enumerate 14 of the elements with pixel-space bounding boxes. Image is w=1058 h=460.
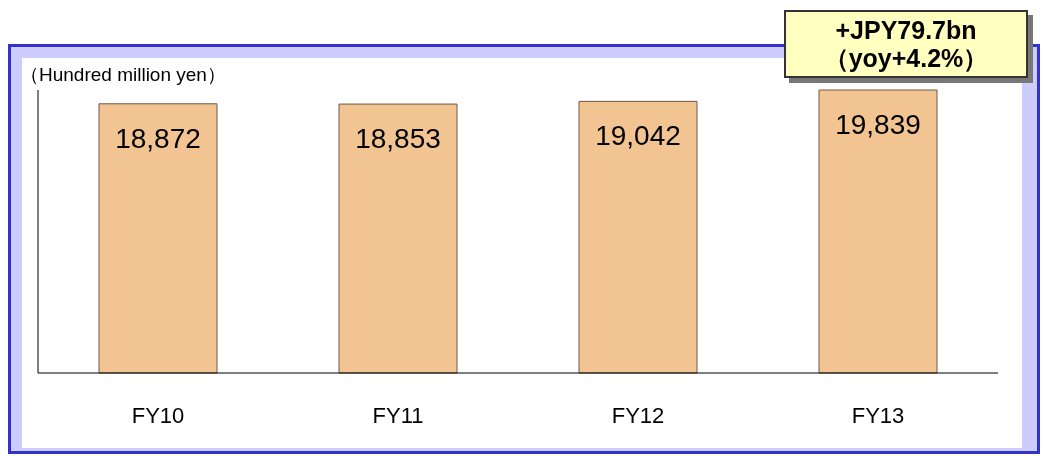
x-tick-label: FY12 — [611, 402, 665, 428]
x-tick-label: FY13 — [851, 402, 905, 428]
bar — [338, 103, 458, 374]
x-tick-label: FY11 — [372, 402, 424, 428]
x-tick-label: FY10 — [131, 402, 185, 428]
bar — [578, 100, 698, 374]
bar — [818, 89, 938, 374]
y-axis-title: （Hundred million yen） — [20, 63, 226, 87]
text: +JPY79.7bn （yoy+4.2%） — [784, 10, 1028, 78]
data-label: 19,042 — [595, 120, 681, 152]
data-label: 19,839 — [835, 108, 921, 140]
data-label: 18,853 — [355, 122, 441, 154]
bar — [98, 103, 218, 374]
data-label: 18,872 — [115, 122, 201, 154]
